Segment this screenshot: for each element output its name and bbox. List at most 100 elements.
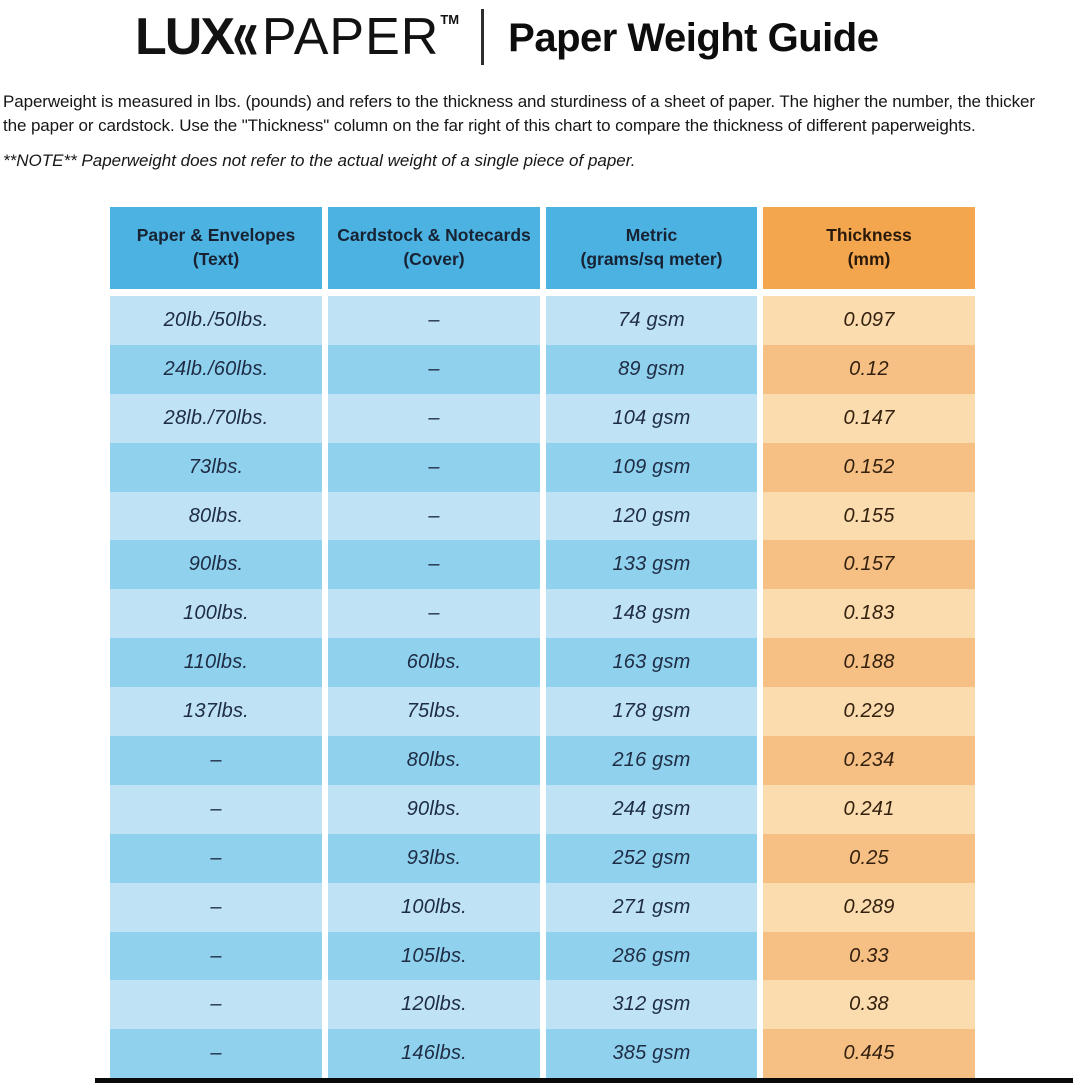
table-row: –105lbs. 286 gsm 0.33: [110, 931, 975, 981]
table-row: 137lbs. 75lbs. 178 gsm 0.229: [110, 687, 975, 737]
table-row: 90lbs. –133 gsm 0.157: [110, 540, 975, 590]
table-row: 24lb./60lbs. –89 gsm 0.12: [110, 344, 975, 394]
table-cell: –: [328, 442, 540, 492]
table-row: –100lbs. 271 gsm 0.289: [110, 882, 975, 932]
table-cell: 137lbs.: [110, 687, 322, 737]
table-cell: –: [328, 393, 540, 443]
logo-chevrons-icon: «: [232, 0, 259, 77]
column-header: Thickness (mm): [763, 207, 975, 289]
table-row: –80lbs. 216 gsm 0.234: [110, 736, 975, 785]
header: LUX «PAPER TM Paper Weight Guide: [0, 0, 1073, 72]
table-row: –93lbs. 252 gsm 0.25: [110, 833, 975, 883]
column-header: Cardstock & Notecards (Cover): [328, 207, 540, 289]
table-cell: 252 gsm: [546, 833, 757, 883]
table-cell: –: [110, 1029, 322, 1079]
table-cell: 104 gsm: [546, 393, 757, 443]
table-cell: 80lbs.: [110, 491, 322, 541]
column-header: Metric (grams/sq meter): [546, 207, 757, 289]
header-divider: [481, 9, 485, 65]
table-cell: 216 gsm: [546, 736, 757, 785]
table-cell: –: [110, 931, 322, 981]
table-cell: –: [110, 833, 322, 883]
table-row: –146lbs. 385 gsm 0.445: [110, 1029, 975, 1079]
lux-paper-logo: LUX «PAPER TM: [135, 0, 460, 72]
table-cell: 100lbs.: [110, 589, 322, 639]
table-row: 110lbs. 60lbs. 163 gsm 0.188: [110, 638, 975, 688]
table-row: –120lbs. 312 gsm 0.38: [110, 980, 975, 1030]
table-cell: –: [110, 980, 322, 1030]
page-title: Paper Weight Guide: [508, 15, 879, 60]
table-cell: 0.33: [763, 931, 975, 981]
table-cell: 271 gsm: [546, 882, 757, 932]
table-cell: 93lbs.: [328, 833, 540, 883]
table-cell: –: [328, 540, 540, 590]
table-cell: 0.157: [763, 540, 975, 590]
table-row: 73lbs. –109 gsm 0.152: [110, 442, 975, 492]
table-cell: 0.12: [763, 344, 975, 394]
table-cell: 148 gsm: [546, 589, 757, 639]
table-body: 20lb./50lbs. –74 gsm 0.097 24lb./60lbs. –89 …: [110, 296, 975, 1079]
table-cell: 133 gsm: [546, 540, 757, 590]
table-cell: 120lbs.: [328, 980, 540, 1030]
table-cell: 0.234: [763, 736, 975, 785]
paper-weight-table: Paper & Envelopes (Text) Cardstock & Notec…: [110, 207, 975, 1079]
bottom-border-bar: [95, 1078, 1073, 1083]
table-cell: 0.152: [763, 442, 975, 492]
table-cell: 312 gsm: [546, 980, 757, 1030]
table-cell: 0.289: [763, 882, 975, 932]
table-cell: 60lbs.: [328, 638, 540, 688]
table-cell: 105lbs.: [328, 931, 540, 981]
table-cell: 90lbs.: [328, 784, 540, 834]
table-cell: –: [328, 296, 540, 345]
table-cell: 0.241: [763, 784, 975, 834]
table-cell: 0.188: [763, 638, 975, 688]
table-cell: 73lbs.: [110, 442, 322, 492]
table-cell: 163 gsm: [546, 638, 757, 688]
table-cell: –: [110, 784, 322, 834]
table-cell: 24lb./60lbs.: [110, 344, 322, 394]
table-cell: –: [328, 491, 540, 541]
table-cell: 110lbs.: [110, 638, 322, 688]
table-cell: 178 gsm: [546, 687, 757, 737]
table-cell: 244 gsm: [546, 784, 757, 834]
table-cell: 0.229: [763, 687, 975, 737]
logo-lux-text: LUX: [135, 8, 235, 66]
table-cell: –: [110, 736, 322, 785]
logo-paper-text: PAPER: [261, 8, 440, 66]
table-cell: 100lbs.: [328, 882, 540, 932]
intro-line-1: Paperweight is measured in lbs. (pounds)…: [3, 92, 1035, 111]
table-cell: 74 gsm: [546, 296, 757, 345]
table-cell: –: [328, 344, 540, 394]
table-row: 100lbs. –148 gsm 0.183: [110, 589, 975, 639]
table-row: 80lbs. –120 gsm 0.155: [110, 491, 975, 541]
table-cell: 0.155: [763, 491, 975, 541]
intro-line-2: the paper or cardstock. Use the "Thickne…: [3, 115, 976, 135]
table-row: 20lb./50lbs. –74 gsm 0.097: [110, 296, 975, 345]
column-header: Paper & Envelopes (Text): [110, 207, 322, 289]
table-cell: 120 gsm: [546, 491, 757, 541]
table-cell: 75lbs.: [328, 687, 540, 737]
table-header-row: Paper & Envelopes (Text) Cardstock & Notec…: [110, 207, 975, 289]
intro-paragraph: Paperweight is measured in lbs. (pounds)…: [0, 90, 1073, 137]
table-cell: 0.097: [763, 296, 975, 345]
table-cell: 80lbs.: [328, 736, 540, 785]
table-cell: 286 gsm: [546, 931, 757, 981]
table-cell: –: [328, 589, 540, 639]
table-row: 28lb./70lbs. –104 gsm 0.147: [110, 393, 975, 443]
table-row: –90lbs. 244 gsm 0.241: [110, 784, 975, 834]
table-cell: 28lb./70lbs.: [110, 393, 322, 443]
table-cell: 109 gsm: [546, 442, 757, 492]
table-cell: 385 gsm: [546, 1029, 757, 1079]
table-cell: 0.183: [763, 589, 975, 639]
table-cell: 0.25: [763, 833, 975, 883]
table-cell: 0.38: [763, 980, 975, 1030]
table-cell: 0.147: [763, 393, 975, 443]
table-cell: 90lbs.: [110, 540, 322, 590]
note-text: **NOTE** Paperweight does not refer to t…: [3, 151, 636, 170]
table-cell: –: [110, 882, 322, 932]
table-cell: 89 gsm: [546, 344, 757, 394]
logo-trademark: TM: [440, 12, 460, 27]
table-cell: 0.445: [763, 1029, 975, 1079]
table-cell: 20lb./50lbs.: [110, 296, 322, 345]
